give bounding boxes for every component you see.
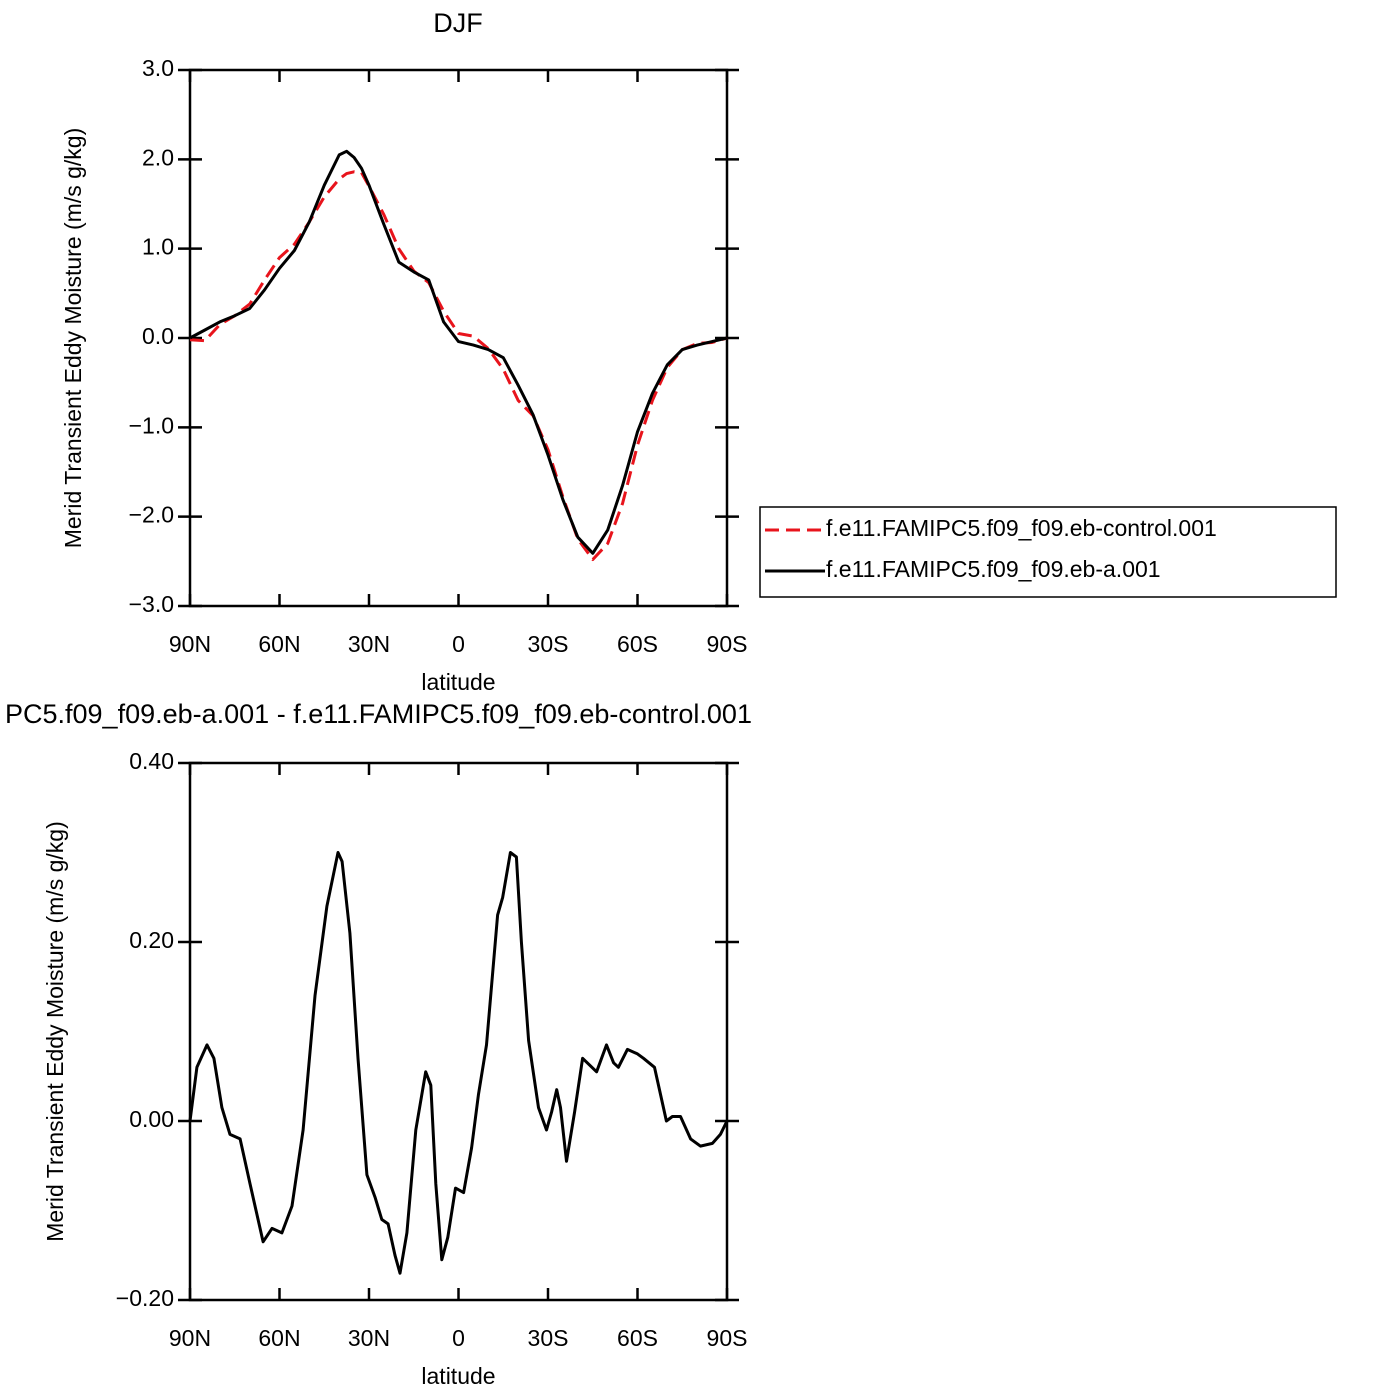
- y-tick-label: −3.0: [129, 591, 174, 617]
- data-line: [189, 170, 728, 561]
- plot-frame: [188, 68, 729, 608]
- x-tick-label: 60N: [258, 631, 300, 657]
- chart-title: DJF: [433, 8, 483, 38]
- x-tick-label: 30S: [528, 1325, 569, 1351]
- legend-box: [759, 506, 1337, 598]
- x-tick-label: 30N: [348, 1325, 390, 1351]
- legend-label: f.e11.FAMIPC5.f09_f09.eb-a.001: [826, 556, 1161, 582]
- data-line: [188, 851, 729, 1275]
- y-tick-label: 2.0: [142, 144, 174, 170]
- legend-label: f.e11.FAMIPC5.f09_f09.eb-control.001: [826, 515, 1217, 541]
- x-axis-label: latitude: [421, 669, 495, 695]
- x-tick-label: 0: [452, 631, 465, 657]
- y-tick-label: 3.0: [142, 55, 174, 81]
- y-tick-label: −0.20: [116, 1285, 174, 1311]
- y-axis-label: Merid Transient Eddy Moisture (m/s g/kg): [42, 821, 68, 1242]
- x-tick-label: 60S: [617, 631, 658, 657]
- y-tick-label: 0.00: [129, 1106, 174, 1132]
- y-tick-label: −2.0: [129, 502, 174, 528]
- y-tick-label: 0.0: [142, 323, 174, 349]
- x-tick-label: 90S: [707, 631, 748, 657]
- chart-title: PC5.f09_f09.eb-a.001 - f.e11.FAMIPC5.f09…: [5, 699, 752, 729]
- x-axis-label: latitude: [421, 1363, 495, 1389]
- y-tick-label: 0.20: [129, 927, 174, 953]
- x-tick-label: 90N: [169, 631, 211, 657]
- data-line: [189, 149, 728, 555]
- x-tick-label: 90S: [707, 1325, 748, 1351]
- x-tick-label: 30S: [528, 631, 569, 657]
- y-tick-label: 1.0: [142, 234, 174, 260]
- y-tick-label: −1.0: [129, 412, 174, 438]
- x-tick-label: 0: [452, 1325, 465, 1351]
- plot-frame: [188, 761, 729, 1302]
- x-tick-label: 90N: [169, 1325, 211, 1351]
- x-tick-label: 60N: [258, 1325, 300, 1351]
- x-tick-label: 30N: [348, 631, 390, 657]
- y-axis-label: Merid Transient Eddy Moisture (m/s g/kg): [60, 128, 86, 549]
- y-tick-label: 0.40: [129, 748, 174, 774]
- x-tick-label: 60S: [617, 1325, 658, 1351]
